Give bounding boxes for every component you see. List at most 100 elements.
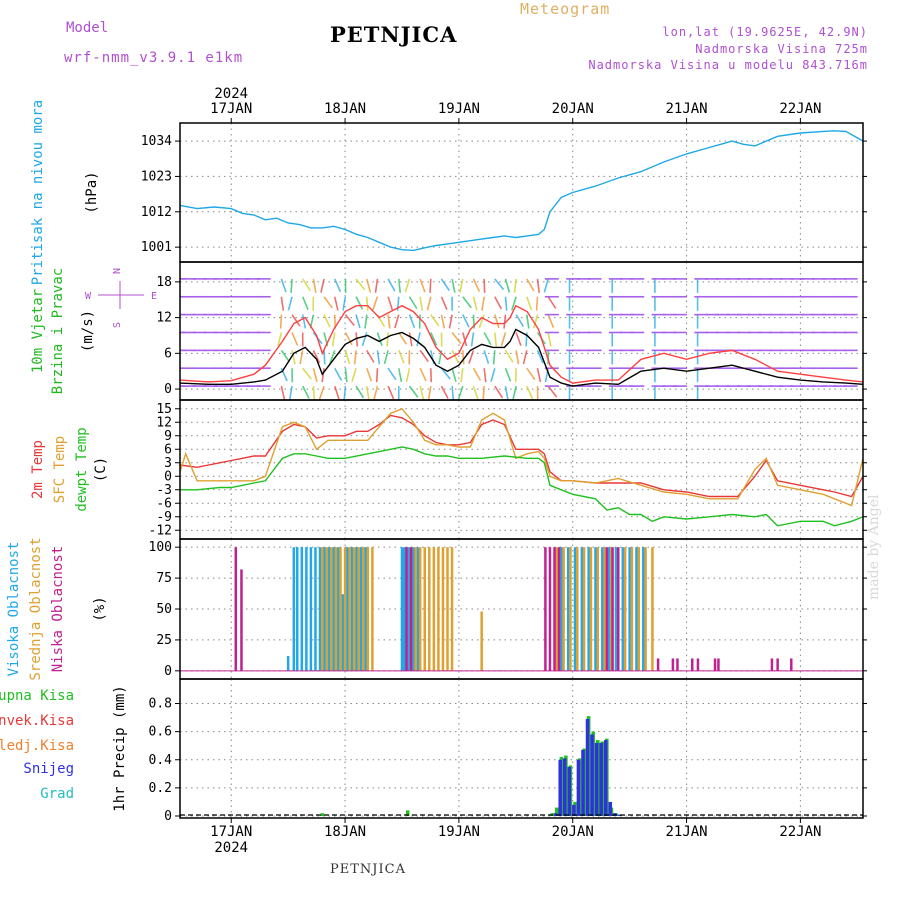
wind-arrow <box>481 296 485 311</box>
wind-arrow <box>397 278 402 293</box>
bar-cloud <box>601 547 604 671</box>
wind-arrow <box>355 332 359 347</box>
bar-cloud <box>594 547 597 671</box>
wind-arrow <box>492 350 496 365</box>
bar-cloud <box>770 658 774 671</box>
y-tick-label: -9 <box>156 510 172 525</box>
wind-arrow <box>511 296 517 311</box>
wind-arrow <box>344 368 348 383</box>
bar-cloud <box>348 547 351 671</box>
bar-cloud <box>346 547 349 671</box>
wind-arrow <box>536 350 544 364</box>
precip-legend-label: Grad <box>40 786 74 802</box>
bar-cloud <box>437 547 440 671</box>
bar-cloud <box>587 547 590 671</box>
y-tick-label: -12 <box>149 523 172 538</box>
wind-arrow <box>291 332 299 346</box>
wind-arrow <box>277 332 283 347</box>
wind-arrow <box>470 332 475 347</box>
panel-data <box>180 407 863 527</box>
y-tick-label: 3 <box>164 456 172 471</box>
top-year-label: 2024 <box>214 86 248 102</box>
bar-cloud <box>548 547 552 671</box>
wind-arrow <box>526 367 536 381</box>
y-tick-label: 1023 <box>141 169 172 184</box>
wind-arrow <box>451 368 457 382</box>
series-line-pressure <box>180 130 863 252</box>
bar-cloud <box>412 547 415 671</box>
wind-arrow <box>494 314 500 329</box>
y-tick-label: 50 <box>156 602 172 617</box>
wind-arrow <box>472 385 479 400</box>
y-tick-label: 0.8 <box>149 697 172 712</box>
bar-cloud <box>300 547 304 671</box>
wind-arrow <box>333 385 340 400</box>
wind-arrow <box>387 278 396 292</box>
bar-cloud <box>428 547 431 671</box>
bar-cloud <box>327 547 331 671</box>
wind-arrow <box>387 296 394 311</box>
bottom-date-label: 21JAN <box>665 824 707 840</box>
wind-arrow <box>333 296 339 311</box>
bar-cloud <box>432 547 436 671</box>
wind-arrow <box>344 332 353 346</box>
wind-arrow <box>504 349 514 363</box>
wind-arrow <box>494 296 503 310</box>
bar-precipitation <box>608 801 613 816</box>
wind-arrow <box>312 350 321 364</box>
panel-data <box>180 278 863 400</box>
wind-arrow <box>301 314 307 329</box>
wind-arrow <box>404 278 411 293</box>
bar-precipitation <box>567 766 572 816</box>
bar-cloud <box>630 547 634 671</box>
bottom-date-label: 19JAN <box>438 824 480 840</box>
bar-cloud <box>330 547 333 671</box>
compass-w: W <box>85 291 92 302</box>
bar-precipitation <box>617 814 622 816</box>
bar-cloud <box>562 547 565 671</box>
compass-s: S <box>112 322 123 328</box>
wind-arrow <box>364 314 368 329</box>
wind-arrow <box>468 350 475 364</box>
bar-cloud <box>560 547 563 671</box>
wind-arrow <box>280 385 286 400</box>
bar-cloud <box>582 547 586 671</box>
y-tick-label: 1034 <box>141 134 172 149</box>
bar-cloud <box>343 547 347 671</box>
wind-arrow <box>515 314 525 328</box>
wind-arrow <box>419 296 424 311</box>
wind-arrow <box>513 278 517 293</box>
wind-arrow <box>312 278 317 293</box>
wind-arrow <box>430 332 438 346</box>
bar-cloud <box>332 547 335 671</box>
wind-arrow <box>323 314 331 328</box>
bottom-date-label: 17JAN <box>210 824 252 840</box>
bar-cloud <box>234 547 238 671</box>
y-tick-label: -3 <box>156 483 172 498</box>
bar-cloud <box>341 594 345 671</box>
altitude-label: Nadmorska Visina 725m <box>695 42 868 56</box>
bar-cloud <box>362 547 365 671</box>
y-tick-label: 0 <box>164 469 172 484</box>
wind-arrow <box>397 368 403 383</box>
wind-arrow <box>515 332 522 346</box>
panel-data <box>180 716 863 816</box>
bar-precipitation <box>553 813 558 816</box>
wind-arrow <box>355 278 366 291</box>
wind-arrow <box>547 296 557 309</box>
wind-arrow <box>372 296 379 311</box>
wind-arrow <box>483 332 492 346</box>
wind-arrow <box>490 368 496 382</box>
wind-arrow <box>426 296 432 311</box>
bar-cloud <box>656 658 660 671</box>
wind-arrow <box>451 386 455 400</box>
bottom-date-label: 20JAN <box>552 824 594 840</box>
wind-arrow <box>526 278 535 292</box>
panel-axis-label: 2m Temp <box>30 440 46 499</box>
bar-cloud <box>403 547 406 671</box>
bar-cloud <box>323 547 326 671</box>
wind-arrow <box>353 350 357 365</box>
wind-arrow <box>288 385 293 400</box>
wind-arrow <box>375 368 379 383</box>
